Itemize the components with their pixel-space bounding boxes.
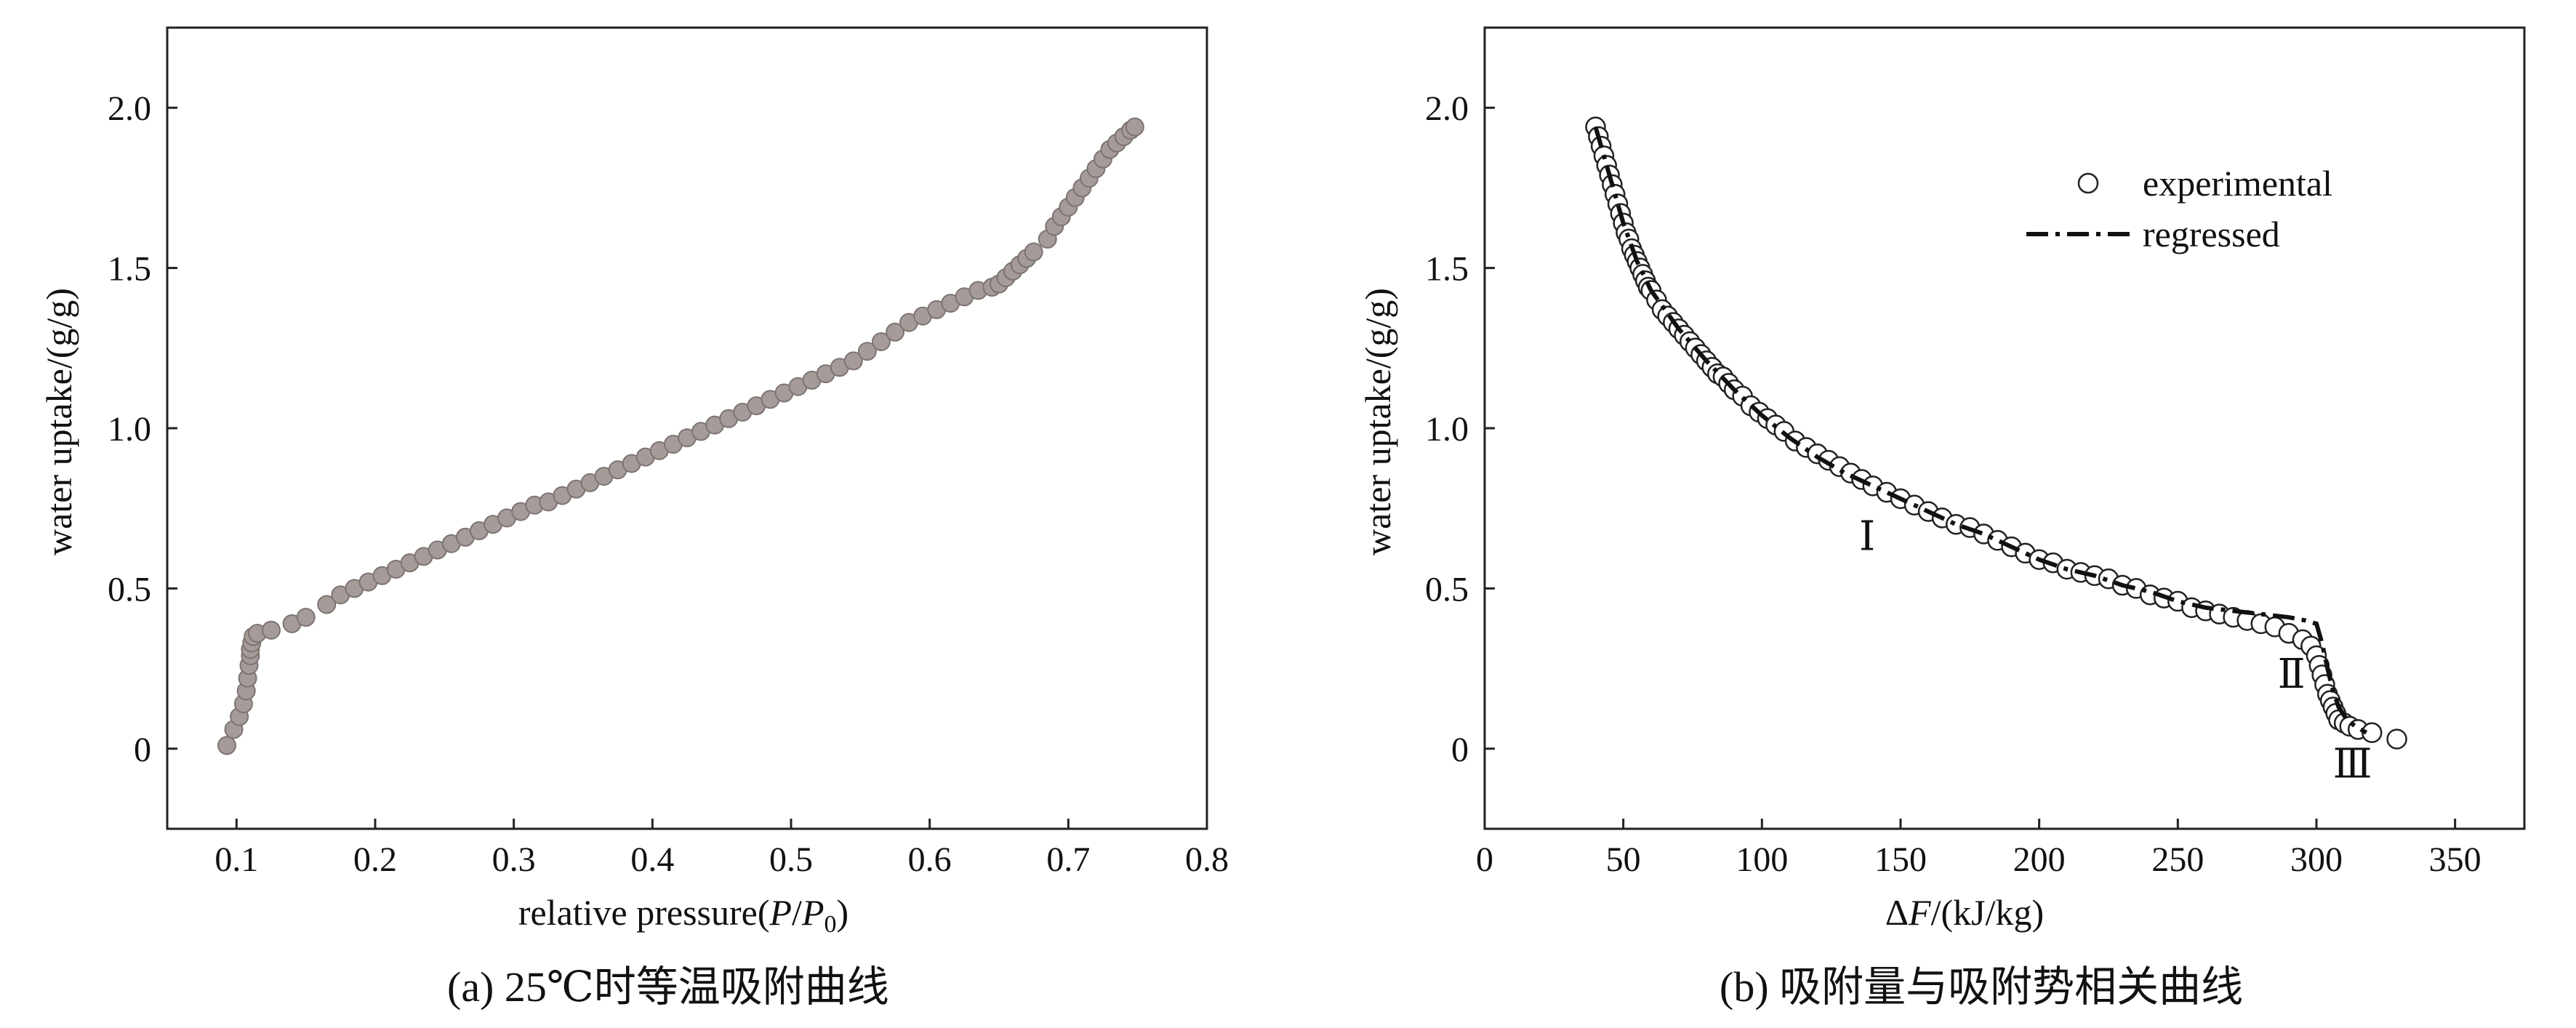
chart-b-experimental-point [2386,728,2407,750]
chart-b-x-tick-label: 200 [2013,840,2066,879]
chart-b-y-tick-label: 2.0 [1425,89,1469,128]
chart-b-x-tick-label: 0 [1476,840,1493,879]
chart-a-y-tick-label: 2.0 [108,89,151,128]
chart-a-plot-frame [166,26,1208,830]
caption-b: (b) 吸附量与吸附势相关曲线 [1720,963,2244,1011]
chart-b-x-axis-label: ΔF/(kJ/kg) [1885,892,2044,933]
chart-a-x-axis-label: relative pressure(P/P0) [518,892,848,938]
chart-b-annotation: Ⅱ [2278,652,2306,697]
chart-a-data-point [217,736,236,755]
chart-b-y-tick-label: 0.5 [1425,570,1469,609]
chart-b-x-tick-label: 150 [1874,840,1927,879]
chart-b-x-tick-label: 350 [2429,840,2481,879]
chart-a-x-tick-label: 0.4 [630,840,674,879]
chart-a-y-tick-label: 0.5 [108,570,151,609]
chart-a-data-point [317,595,337,614]
chart-b-annotation: Ⅲ [2333,742,2372,787]
chart-a-x-tick-label: 0.6 [908,840,952,879]
chart-a-x-tick-label: 0.2 [353,840,397,879]
chart-a-data-point [262,620,281,640]
chart-a-data-point [843,351,863,371]
chart-b-adsorption-potential: water uptake/(g/g) ΔF/(kJ/kg) 0 50 100 150 2… [1357,26,2526,933]
chart-b-y-axis-label: water uptake/(g/g) [1357,288,1398,555]
chart-b-legend-label-regressed: regressed [2143,214,2280,254]
chart-b-y-tick-label: 1.5 [1425,250,1469,289]
chart-b-x-tick-label: 300 [2290,840,2343,879]
chart-a-data-point [1125,117,1144,137]
chart-b-y-tick-label: 0 [1451,731,1469,769]
chart-a-data-point [886,322,904,342]
chart-a-data-point [871,332,891,351]
chart-a-isotherm: water uptake/(g/g) relative pressure(P/P… [39,26,1229,938]
chart-b-x-tick-label: 50 [1606,840,1641,879]
chart-b-x-tick-label: 100 [1736,840,1788,879]
chart-b-annotation: Ⅰ [1859,515,1875,560]
chart-a-y-tick-label: 1.5 [108,250,151,289]
chart-a-data-point [1024,242,1043,262]
chart-b-x-tick-label: 250 [2151,840,2204,879]
chart-a-x-tick-label: 0.3 [492,840,536,879]
chart-a-x-tick-label: 0.5 [769,840,813,879]
chart-a-y-axis-label: water uptake/(g/g) [39,288,79,555]
chart-b-legend-label-experimental: experimental [2143,163,2332,204]
chart-a-data-point [857,342,877,361]
chart-a-y-tick-label: 1.0 [108,410,151,449]
chart-a-data-point [296,608,316,627]
chart-b-legend-marker-experimental [2077,172,2099,194]
chart-b-y-tick-label: 1.0 [1425,410,1469,449]
chart-a-x-tick-label: 0.8 [1185,840,1229,879]
caption-a: (a) 25℃时等温吸附曲线 [447,963,889,1011]
chart-a-y-tick-label: 0 [134,731,151,769]
chart-b-regressed-line [1593,126,2368,735]
chart-a-x-tick-label: 0.1 [214,840,258,879]
chart-b-plot-frame [1483,26,2526,830]
chart-a-x-tick-label: 0.7 [1046,840,1090,879]
